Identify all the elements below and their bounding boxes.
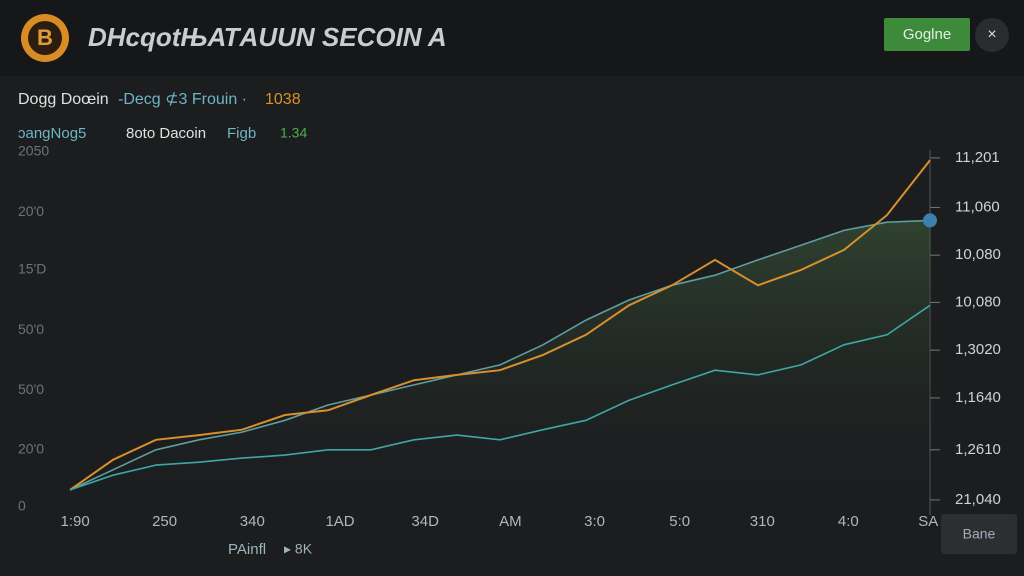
legend-text: 8oto Dacoin <box>126 125 206 142</box>
x-tick-label: SA <box>918 513 938 530</box>
series-line <box>69 219 931 491</box>
header-bar <box>0 0 1024 76</box>
y-tick-label: 15'D <box>18 261 46 277</box>
x-tick-label: 250 <box>152 513 177 530</box>
x-tick-label: 34D <box>411 513 439 530</box>
title: DHcqotЊАТAUUN SECOIN A <box>88 22 447 52</box>
legend-value: 1.34 <box>280 125 307 141</box>
x-tick-label: 3:0 <box>584 513 605 530</box>
close-button[interactable] <box>975 18 1009 52</box>
series-line <box>69 304 931 491</box>
close-icon[interactable]: × <box>987 26 996 43</box>
y2-tick-label: 1,1640 <box>955 389 1001 406</box>
x-tick-label: 1AD <box>325 513 354 530</box>
y-tick-label: 2050 <box>18 143 49 159</box>
legend-text: Dogg Doœin <box>18 91 109 108</box>
legend-text: ↄangNog5 <box>18 125 86 142</box>
x-tick-label: AM <box>499 513 522 530</box>
legend-value: 1038 <box>265 91 301 108</box>
y2-tick-label: 10,080 <box>955 246 1001 263</box>
button[interactable] <box>884 18 970 51</box>
button-label[interactable]: Goglne <box>903 26 951 43</box>
button-label[interactable]: Bane <box>963 526 996 542</box>
y2-tick-label: 11,060 <box>955 198 1000 215</box>
y-tick-label: 0 <box>18 498 26 514</box>
x-tick-label: 5:0 <box>669 513 690 530</box>
x-tick-label: 1:90 <box>61 513 90 530</box>
area <box>70 220 930 507</box>
logo-inner <box>28 21 62 55</box>
logo-letter: B <box>37 25 53 50</box>
x-tick-label: 310 <box>750 513 775 530</box>
y2-tick-label: 1,2610 <box>955 441 1001 458</box>
y-tick-label: 20'0 <box>18 203 44 219</box>
y2-tick-label: 10,080 <box>955 293 1001 310</box>
end-marker <box>923 213 937 228</box>
y2-tick-label: 11,201 <box>955 149 1000 166</box>
y-tick-label: 50'0 <box>18 321 44 337</box>
button[interactable] <box>941 514 1017 554</box>
legend-text: -Decg ⊄3 Frouin · <box>118 91 247 108</box>
x-tick-label: 4:0 <box>838 513 859 530</box>
legend-text: Figb <box>227 125 256 142</box>
footer-label: PAinfl <box>228 541 266 558</box>
y2-tick-label: 21,040 <box>955 491 1001 508</box>
y-tick-label: 50'0 <box>18 381 44 397</box>
x-tick-label: 340 <box>240 513 265 530</box>
footer-value: ▸ 8K <box>284 541 313 557</box>
series-line <box>69 159 931 491</box>
y2-tick-label: 1,3020 <box>955 341 1001 358</box>
y-tick-label: 20'0 <box>18 441 44 457</box>
